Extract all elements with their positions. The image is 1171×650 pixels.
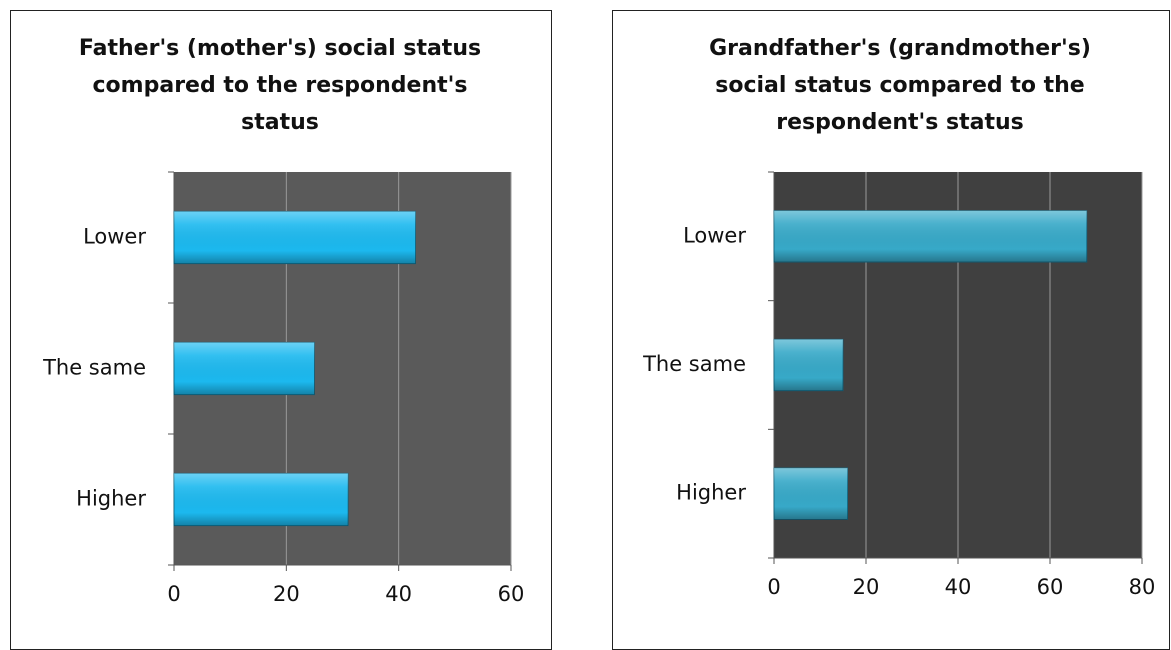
x-tick-label: 0 [167, 582, 180, 606]
charts: 0 20 40 60 Lower The same Higher 0 20 40 60 80 Lower… [42, 171, 1156, 606]
y-tick-label: The same [42, 356, 146, 380]
bar-gloss [774, 467, 848, 520]
chart-title: Grandfather's (grandmother's) social sta… [709, 36, 1091, 135]
bar-gloss [174, 473, 349, 526]
bar-gloss [174, 342, 315, 395]
x-tick-label: 0 [767, 575, 780, 599]
x-tick-label: 40 [385, 582, 412, 606]
bar-gloss [774, 210, 1087, 263]
y-tick-label: Higher [76, 487, 146, 511]
page: Father's (mother's) social status compar… [10, 10, 1170, 650]
y-tick-label: Lower [83, 225, 146, 249]
x-tick-label: 60 [498, 582, 525, 606]
chart-title: Father's (mother's) social status compar… [78, 36, 482, 135]
x-tick-label: 20 [853, 575, 880, 599]
y-tick-label: The same [642, 352, 746, 376]
bar-gloss [174, 211, 416, 264]
bar-gloss [774, 339, 843, 391]
y-tick-label: Higher [676, 481, 746, 505]
y-tick-label: Lower [683, 223, 746, 247]
x-tick-label: 80 [1129, 575, 1156, 599]
x-tick-label: 60 [1037, 575, 1064, 599]
x-tick-label: 20 [273, 582, 300, 606]
x-tick-label: 40 [945, 575, 972, 599]
